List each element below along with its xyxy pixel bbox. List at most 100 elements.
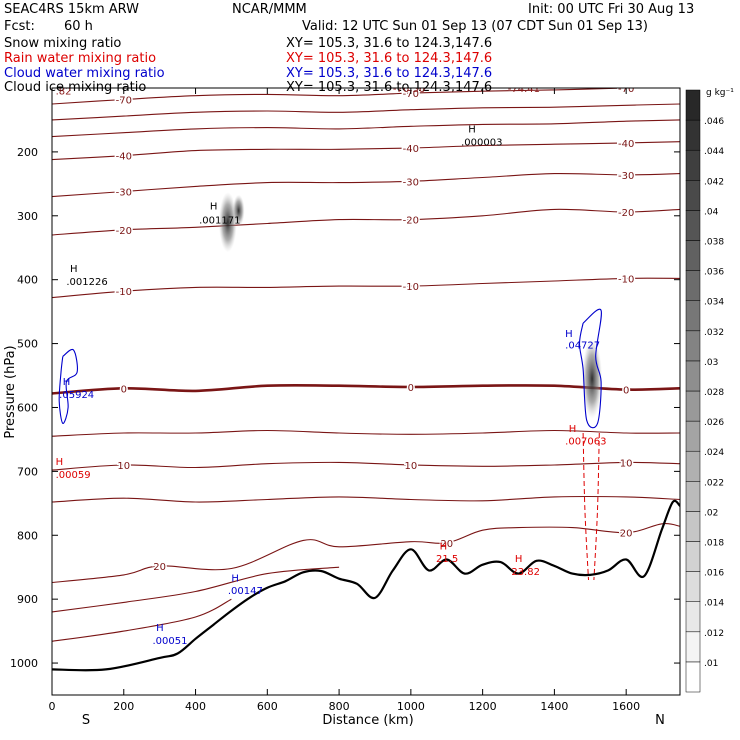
y-tick-label: 400 — [17, 274, 38, 287]
contour-annotation: .001226 — [66, 277, 107, 288]
south-end-label: S — [82, 713, 90, 728]
isotherm-line — [52, 208, 680, 236]
model-title: SEAC4RS 15km ARW — [4, 2, 140, 17]
shaded-mixing-ratio-max — [232, 194, 245, 227]
colorbar-segment — [685, 360, 701, 392]
colorbar-tick-label: .016 — [704, 569, 724, 579]
contour-annotation: .00147 — [228, 586, 263, 597]
isotherm-label: 10 — [117, 461, 130, 472]
isotherm-label: -40 — [403, 144, 419, 155]
colorbar-unit-label: g kg⁻¹ — [706, 88, 734, 98]
isotherm-label: 0 — [121, 384, 127, 395]
isotherm-label: -20 — [403, 216, 419, 227]
forecast-label: Fcst: — [4, 19, 35, 34]
isotherm-line — [52, 495, 680, 503]
contour-annotation: .04727 — [565, 341, 600, 352]
isotherm-line — [52, 461, 680, 471]
x-tick-label: 800 — [329, 700, 350, 713]
isotherm-label: 20 — [620, 529, 633, 540]
contour-annotation: 21.5 — [436, 554, 458, 565]
y-axis-title: Pressure (hPa) — [3, 345, 18, 438]
isotherm-line — [52, 429, 680, 437]
contour-annotation: .000003 — [461, 138, 502, 149]
shaded-mixing-ratio-max — [582, 338, 603, 419]
init-time: Init: 00 UTC Fri 30 Aug 13 — [528, 2, 695, 17]
colorbar-segment — [685, 390, 701, 422]
x-tick-label: 600 — [257, 700, 278, 713]
colorbar-segment — [685, 541, 701, 572]
contour-annotation: -76.36 — [393, 84, 425, 95]
x-tick-label: 1600 — [612, 700, 640, 713]
isotherm-label: -10 — [116, 287, 132, 298]
colorbar-segment — [685, 210, 701, 241]
x-tick-label: 1000 — [397, 700, 425, 713]
y-tick-label: 600 — [17, 401, 38, 414]
colorbar-tick-label: .034 — [704, 298, 724, 308]
colorbar-tick-label: .014 — [704, 599, 724, 609]
isotherm-label: -20 — [116, 226, 132, 237]
colorbar-segment — [685, 180, 701, 211]
colorbar-segment — [685, 300, 701, 332]
contour-annotation: 23.82 — [511, 567, 540, 578]
isotherm-label: -70 — [403, 89, 419, 100]
field-label-snow: Snow mixing ratio — [4, 36, 122, 51]
colorbar-tick-label: .046 — [704, 117, 724, 127]
colorbar-tick-label: .03 — [704, 358, 718, 368]
colorbar-tick-label: .018 — [704, 539, 724, 549]
x-tick-label: 1200 — [469, 700, 497, 713]
isotherm-line — [52, 88, 649, 105]
y-tick-label: 1000 — [10, 657, 38, 670]
isotherm-label: -30 — [116, 188, 132, 199]
colorbar-tick-label: .032 — [704, 328, 724, 338]
y-tick-label: 200 — [17, 146, 38, 159]
colorbar-segment — [685, 330, 701, 362]
field-label-rain: Rain water mixing ratio — [4, 51, 157, 66]
contour-annotation: H — [515, 554, 523, 565]
contour-annotation: .001171 — [199, 215, 240, 226]
isotherm-label: 10 — [404, 461, 417, 472]
y-tick-label: 700 — [17, 465, 38, 478]
contour-annotation: .00051 — [152, 636, 187, 647]
isotherm-label: -10 — [403, 282, 419, 293]
terrain-line — [52, 499, 680, 672]
colorbar-tick-label: .036 — [704, 268, 724, 278]
isotherm-label: 20 — [440, 539, 453, 550]
contour-annotation: H — [569, 424, 577, 435]
contour-annotation: .05924 — [59, 390, 94, 401]
colorbar-tick-label: .012 — [704, 629, 724, 639]
colorbar-segment — [685, 240, 701, 271]
isotherm-line — [52, 566, 340, 613]
y-tick-label: 900 — [17, 593, 38, 606]
cloud-water-contour — [578, 308, 602, 429]
isotherm-label: -20 — [618, 208, 634, 219]
shaded-mixing-ratio-max — [218, 192, 237, 253]
field-xy-rain: XY= 105.3, 31.6 to 124.3,147.6 — [286, 51, 493, 66]
contour-annotation: H — [63, 377, 71, 388]
isotherm-label: -30 — [618, 171, 634, 182]
colorbar-segment — [685, 571, 701, 602]
x-tick-label: 200 — [113, 700, 134, 713]
forecast-hours: 60 h — [64, 19, 93, 34]
isotherm-line — [52, 523, 680, 584]
isotherm-line — [52, 119, 680, 138]
contour-annotation: .00059 — [56, 470, 91, 481]
contour-annotation: .82 — [56, 86, 72, 97]
isotherm-label: -10 — [618, 274, 634, 285]
colorbar-segment — [685, 420, 701, 452]
contour-annotation: H — [210, 201, 218, 212]
isotherm-label: 10 — [620, 458, 633, 469]
isotherm-label: -40 — [618, 139, 634, 150]
colorbar-tick-label: .02 — [704, 508, 718, 518]
isotherm-label: 20 — [153, 562, 166, 573]
colorbar-segment — [685, 601, 701, 633]
plot-frame — [51, 87, 681, 696]
rain-water-contour — [582, 432, 589, 581]
contour-annotation: H — [565, 329, 573, 340]
x-tick-label: 0 — [49, 700, 56, 713]
colorbar-segment — [685, 511, 701, 542]
x-tick-label: 1400 — [540, 700, 568, 713]
colorbar-segment — [685, 631, 701, 663]
isotherm-label: -40 — [116, 152, 132, 163]
isotherm-line — [52, 172, 680, 198]
